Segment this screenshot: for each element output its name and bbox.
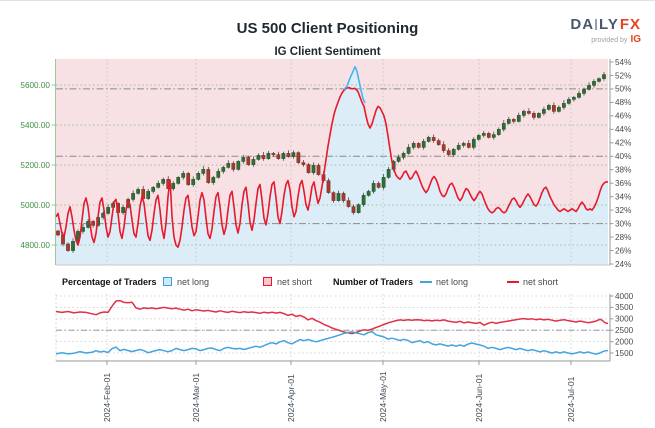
ig-logo: IG: [630, 34, 641, 45]
net-long-dash-swatch: [420, 281, 432, 283]
svg-text:48%: 48%: [615, 98, 631, 107]
legend-pct-group-label: Percentage of Traders: [62, 277, 157, 287]
svg-text:36%: 36%: [615, 179, 631, 188]
svg-text:2024-May-01: 2024-May-01: [378, 371, 388, 422]
svg-text:2024-Jul-01: 2024-Jul-01: [566, 376, 576, 422]
main-gridlines: [56, 59, 610, 265]
net-long-count-line: [55, 330, 609, 355]
net-short-box-swatch: [263, 277, 272, 286]
dailyfx-wordmark: DA LY FX: [570, 17, 641, 32]
svg-text:46%: 46%: [615, 112, 631, 121]
svg-text:5200.00: 5200.00: [20, 161, 50, 170]
legend-num-group-label: Number of Traders: [333, 277, 414, 287]
svg-text:5000.00: 5000.00: [20, 201, 50, 210]
svg-text:34%: 34%: [615, 192, 631, 201]
net-long-box-swatch: [163, 277, 172, 286]
svg-text:42%: 42%: [615, 139, 631, 148]
svg-text:1500: 1500: [615, 349, 634, 358]
logo-text-ly: LY: [599, 16, 619, 33]
bottom-gridlines: [55, 294, 610, 361]
logo-i-bar: [595, 19, 598, 30]
svg-text:50%: 50%: [615, 85, 631, 94]
svg-text:40%: 40%: [615, 152, 631, 161]
svg-text:2024-Apr-01: 2024-Apr-01: [286, 374, 296, 422]
svg-text:38%: 38%: [615, 166, 631, 175]
legend-pct-net-long-label: net long: [177, 277, 210, 287]
legend-num-net-long-label: net long: [436, 277, 469, 287]
net-short-dash-swatch: [507, 281, 519, 283]
logo-text-fx: FX: [619, 16, 641, 33]
svg-text:4800.00: 4800.00: [20, 241, 50, 250]
svg-text:3000: 3000: [615, 315, 634, 324]
logo-tagline: provided by IG: [570, 35, 641, 45]
provided-by-text: provided by: [591, 36, 628, 44]
svg-text:32%: 32%: [615, 206, 631, 215]
net-short-pct-line: [55, 86, 608, 248]
svg-text:54%: 54%: [615, 58, 631, 67]
logo-text-da: DA: [570, 16, 595, 33]
chart-legend: Percentage of Traders net long net short…: [0, 276, 655, 290]
price-candlesticks: [56, 72, 606, 253]
dailyfx-logo[interactable]: DA LY FX provided by IG: [570, 17, 641, 45]
net-short-count-line: [55, 299, 609, 335]
svg-text:2000: 2000: [615, 337, 634, 346]
svg-text:30%: 30%: [615, 219, 631, 228]
bottom-axes: 4000 3500 3000 2500 2000 1500 2024-Feb-01 2024-…: [56, 292, 634, 422]
svg-text:5400.00: 5400.00: [20, 121, 50, 130]
svg-text:2024-Mar-01: 2024-Mar-01: [191, 373, 201, 422]
svg-text:4000: 4000: [615, 292, 634, 301]
legend-num-net-short-label: net short: [523, 277, 559, 287]
svg-text:52%: 52%: [615, 71, 631, 80]
sentiment-fills: [56, 59, 608, 265]
chart-subtitle: IG Client Sentiment: [274, 46, 381, 58]
svg-text:2024-Jun-01: 2024-Jun-01: [474, 374, 484, 422]
svg-text:28%: 28%: [615, 233, 631, 242]
legend-pct-net-short-label: net short: [277, 277, 313, 287]
page-title: US 500 Client Positioning: [236, 20, 419, 37]
svg-text:26%: 26%: [615, 246, 631, 255]
net-long-pct-line: [343, 65, 366, 104]
svg-text:2500: 2500: [615, 326, 634, 335]
svg-text:2024-Feb-01: 2024-Feb-01: [102, 373, 112, 422]
svg-text:3500: 3500: [615, 303, 634, 312]
svg-text:5600.00: 5600.00: [20, 81, 50, 90]
svg-text:44%: 44%: [615, 125, 631, 134]
main-axes: 5600.00 5400.00 5200.00 5000.00 4800.00 54% 52…: [20, 58, 631, 269]
svg-text:24%: 24%: [615, 260, 631, 269]
